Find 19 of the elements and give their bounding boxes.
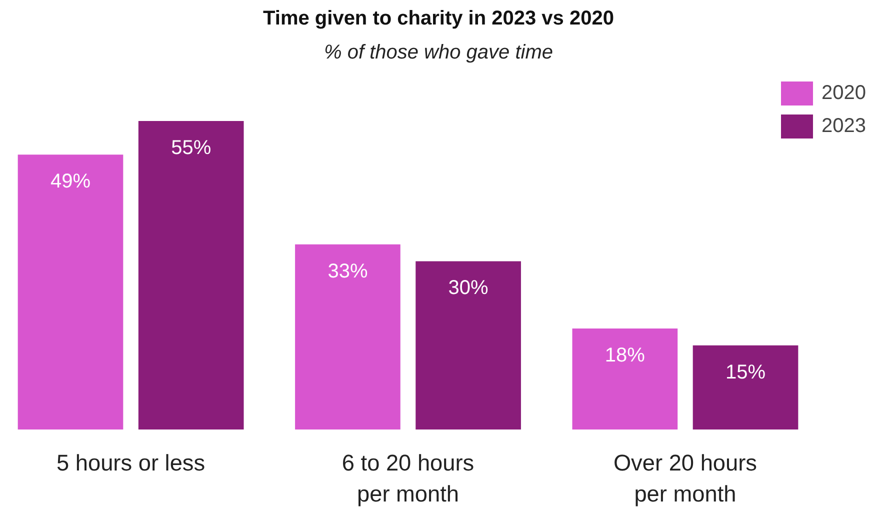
legend-label: 2020 (822, 82, 866, 104)
legend-label: 2023 (822, 114, 866, 138)
data-label: 18% (604, 344, 646, 367)
bar (692, 345, 798, 430)
bar (18, 154, 124, 430)
x-tick-label: Over 20 hours per month (613, 450, 758, 507)
data-label: 33% (328, 260, 368, 282)
x-tick-label: 5 hours or less (56, 450, 206, 476)
data-label: 30% (448, 277, 489, 300)
bar (138, 120, 244, 430)
chart-subtitle: % of those who gave time (324, 42, 554, 64)
chart-title: Time given to charity in 2023 vs 2020 (263, 8, 614, 30)
bar (295, 244, 400, 430)
x-tick-label: 6 to 20 hours per month (342, 450, 474, 507)
data-label: 49% (50, 170, 91, 193)
bar (416, 261, 521, 430)
data-label: 55% (171, 136, 212, 159)
bar (572, 328, 678, 430)
data-label: 15% (726, 361, 766, 384)
